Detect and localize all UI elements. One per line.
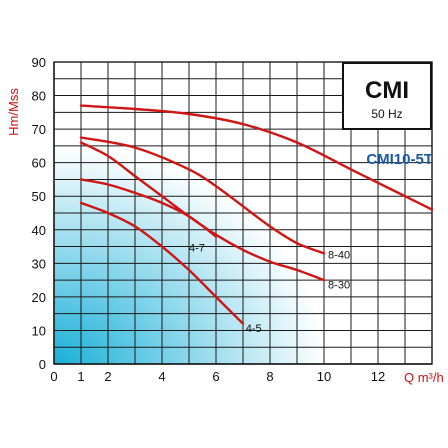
grid-lines	[53, 61, 433, 365]
x-tick-label: 0	[50, 369, 57, 384]
x-axis-title: Q m³/h	[404, 370, 444, 385]
x-tick-label: 8	[266, 369, 273, 384]
y-tick-label: 50	[32, 189, 46, 204]
curve-label-4-7: 4-7	[189, 243, 205, 255]
pump-curve-4-7	[79, 178, 218, 238]
pump-curve-cmi10-5t	[79, 104, 434, 211]
chart-subtitle: 50 Hz	[371, 107, 402, 121]
chart-title: CMI	[365, 77, 409, 104]
pump-curve-8-40	[79, 136, 326, 255]
title-box-frame	[342, 62, 432, 130]
curve-labels: 8-40 8-30 4-7 4-5	[189, 243, 350, 336]
pump-curve-4-5	[79, 201, 245, 325]
y-axis-title: Hm/Mss	[6, 88, 21, 136]
x-tick-label: 10	[317, 369, 331, 384]
x-tick-labels: 0 1 2 4 6 8 10 12	[50, 369, 385, 384]
chart-title-box: CMI 50 Hz	[342, 62, 432, 130]
y-tick-label: 60	[32, 156, 46, 171]
model-label: CMI10-5T	[366, 151, 433, 168]
y-tick-labels: 0 10 20 30 40 50 60 70 80 90	[32, 55, 46, 372]
x-tick-label: 12	[371, 369, 385, 384]
curve-label-8-30: 8-30	[328, 280, 350, 292]
y-tick-label: 30	[32, 256, 46, 271]
y-tick-label: 80	[32, 89, 46, 104]
y-tick-label: 40	[32, 223, 46, 238]
y-tick-label: 70	[32, 122, 46, 137]
x-tick-label: 1	[77, 369, 84, 384]
pump-curves	[79, 104, 434, 325]
curve-label-4-5: 4-5	[246, 323, 262, 335]
y-tick-label: 90	[32, 55, 46, 70]
curve-label-8-40: 8-40	[328, 249, 350, 261]
x-tick-label: 2	[104, 369, 111, 384]
x-tick-label: 4	[158, 369, 165, 384]
y-tick-label: 0	[39, 357, 46, 372]
x-tick-label: 6	[212, 369, 219, 384]
y-tick-label: 20	[32, 290, 46, 305]
plot-frame	[53, 61, 433, 365]
y-tick-label: 10	[32, 323, 46, 338]
